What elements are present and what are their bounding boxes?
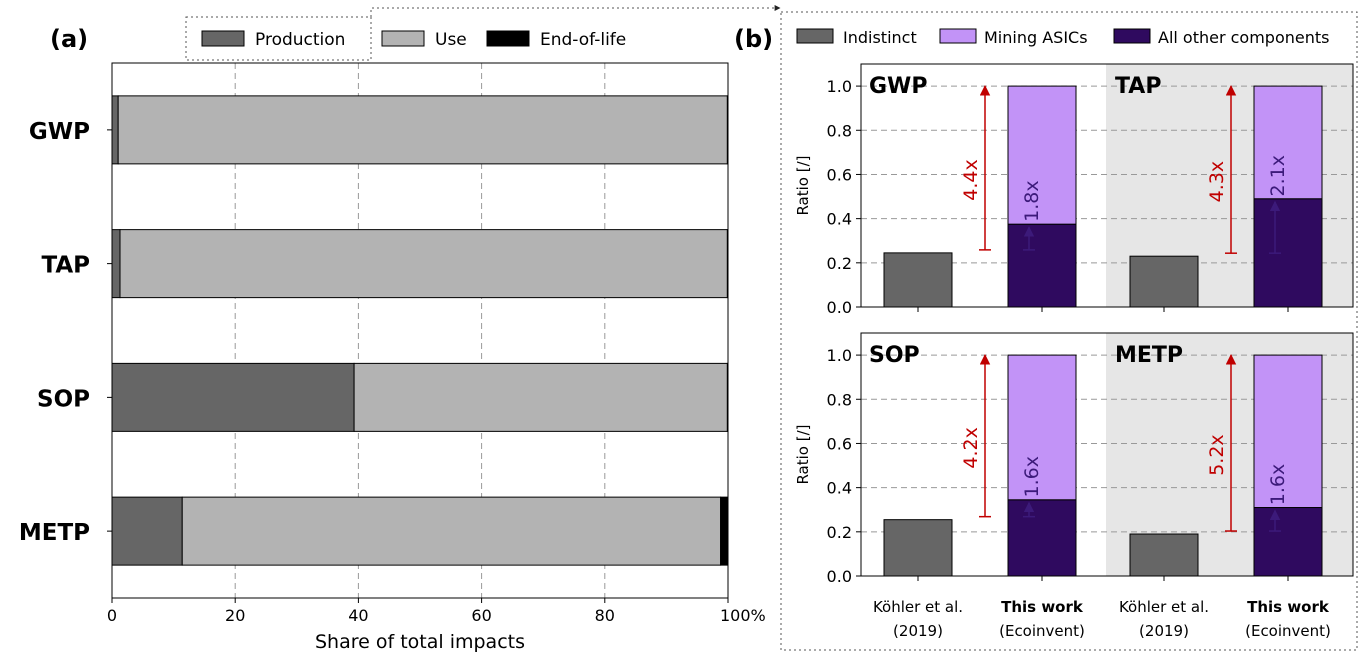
- panel-a-category-labels: GWP TAP SOP METP: [19, 119, 112, 546]
- legend-label-indistinct: Indistinct: [843, 28, 917, 47]
- category-label-gwp: GWP: [29, 119, 90, 145]
- panel-a-label: (a): [50, 25, 88, 53]
- y-tick-label: 0.2: [827, 523, 852, 542]
- bar-metp-this-work-asics: [1253, 354, 1323, 509]
- legend-label-use: Use: [435, 30, 467, 50]
- panel-b-dotted-frame: [780, 11, 1358, 651]
- legend-swatch-use: [381, 30, 425, 47]
- y-tick-label: 0.0: [827, 298, 852, 317]
- category-label-sop: SOP: [37, 386, 90, 412]
- subplot-frame: [860, 63, 1354, 308]
- category-label-tap: TAP: [41, 253, 90, 279]
- x-tick-label: 0: [107, 606, 117, 625]
- y-tick-label: 0.8: [827, 390, 852, 409]
- ratio-label-total-gwp: 4.4x: [960, 159, 982, 200]
- bar-tap-production: [111, 229, 121, 299]
- bar-tap-this-work-other: [1253, 198, 1323, 308]
- y-tick-label: 1.0: [827, 77, 852, 96]
- subplot-row-1: 0.0 0.2 0.4 0.6 0.8 1.0 Ratio [/] 4.2x 1.6x SOP 5.…: [794, 332, 1354, 586]
- bar-gwp-this-work-asics: [1007, 85, 1077, 225]
- panel-a-x-axis-label: Share of total impacts: [315, 631, 525, 653]
- legend-label-all-other-components: All other components: [1158, 28, 1329, 47]
- panel-b: (b) Indistinct Mining ASICs All other co…: [734, 25, 1354, 640]
- subplot-title-tap: TAP: [1115, 74, 1161, 99]
- connector-arrow: [370, 5, 781, 17]
- x-tick-label-line1: Köhler et al.: [873, 598, 963, 616]
- panel-b-subplots: 0.0 0.2 0.4 0.6 0.8 1.0 Ratio [/] 4.4x 1.8x GWP 4.…: [794, 63, 1354, 586]
- bar-sop-this-work-other: [1007, 499, 1077, 577]
- ratio-label-other-gwp: 1.8x: [1021, 180, 1043, 221]
- ratio-label-other-tap: 2.1x: [1267, 155, 1289, 196]
- x-tick-label: 40: [348, 606, 368, 625]
- bar-gwp-this-work-other: [1007, 223, 1077, 308]
- y-tick-label: 0.2: [827, 254, 852, 273]
- y-axis-label: Ratio [/]: [794, 155, 812, 215]
- legend-swatch-production: [201, 30, 245, 47]
- x-tick-label-line1: This work: [1247, 598, 1330, 616]
- panel-b-label: (b): [734, 25, 773, 53]
- subplot-title-sop: SOP: [869, 343, 920, 368]
- ratio-label-other-sop: 1.6x: [1021, 456, 1043, 497]
- x-tick-label-line2: (Ecoinvent): [999, 622, 1085, 640]
- ratio-label-other-metp: 1.6x: [1267, 464, 1289, 505]
- panel-b-x-ticks: Köhler et al. (2019) This work (Ecoinvent) K…: [873, 598, 1331, 640]
- subplot-frame: [860, 332, 1354, 577]
- bar-gwp-production: [111, 95, 119, 165]
- x-tick-label-line2: (2019): [1139, 622, 1189, 640]
- panel-a-bars: [111, 95, 729, 566]
- y-tick-label: 0.8: [827, 121, 852, 140]
- ratio-label-total-tap: 4.3x: [1206, 161, 1228, 202]
- legend-label-production: Production: [255, 30, 345, 50]
- panel-a-frame: [111, 62, 729, 599]
- y-tick-label: 1.0: [827, 346, 852, 365]
- x-tick-label-line2: (2019): [893, 622, 943, 640]
- y-tick-label: 0.6: [827, 165, 852, 184]
- bar-metp-use: [181, 496, 722, 566]
- legend-a: Production Use End-of-life: [185, 16, 626, 61]
- y-tick-label: 0.4: [827, 210, 852, 229]
- bar-metp-end-of-life: [720, 496, 729, 566]
- legend-label-mining-asics: Mining ASICs: [984, 28, 1088, 47]
- ratio-label-total-sop: 4.2x: [960, 427, 982, 468]
- ratio-label-total-metp: 5.2x: [1206, 434, 1228, 475]
- x-tick-label-line2: (Ecoinvent): [1245, 622, 1331, 640]
- y-tick-label: 0.4: [827, 479, 852, 498]
- bar-tap-this-work-asics: [1253, 85, 1323, 200]
- legend-swatch-indistinct: [796, 28, 834, 44]
- x-tick-label: 80: [595, 606, 615, 625]
- y-axis-label: Ratio [/]: [794, 424, 812, 484]
- y-tick-label: 0.6: [827, 434, 852, 453]
- bar-metp-production: [111, 496, 183, 566]
- bar-metp-kohler-indistinct: [1129, 533, 1199, 577]
- panel-a: (a) Production Use End-of-life GWP TAP SOP…: [19, 16, 766, 653]
- x-tick-label: 60: [471, 606, 491, 625]
- bar-sop-kohler-indistinct: [883, 519, 953, 577]
- x-tick-label-line1: This work: [1001, 598, 1084, 616]
- legend-swatch-end-of-life: [486, 30, 530, 47]
- bar-sop-production: [111, 362, 355, 432]
- legend-b: Indistinct Mining ASICs All other compon…: [796, 28, 1329, 47]
- bar-metp-this-work-other: [1253, 507, 1323, 577]
- bar-gwp-kohler-indistinct: [883, 252, 953, 308]
- legend-swatch-all-other-components: [1113, 28, 1151, 44]
- x-tick-label-line1: Köhler et al.: [1119, 598, 1209, 616]
- legend-a-highlight-box: [185, 16, 372, 61]
- x-tick-label: 100%: [720, 606, 766, 625]
- bar-gwp-use: [117, 95, 728, 165]
- bar-tap-kohler-indistinct: [1129, 255, 1199, 308]
- bar-sop-use: [353, 362, 728, 432]
- legend-label-end-of-life: End-of-life: [540, 30, 626, 50]
- legend-swatch-mining-asics: [939, 28, 977, 44]
- category-label-metp: METP: [19, 520, 90, 546]
- y-tick-label: 0.0: [827, 567, 852, 586]
- subplot-title-gwp: GWP: [869, 74, 927, 99]
- subplot-row-0: 0.0 0.2 0.4 0.6 0.8 1.0 Ratio [/] 4.4x 1.8x GWP 4.…: [794, 63, 1354, 317]
- bar-sop-this-work-asics: [1007, 354, 1077, 501]
- bar-tap-use: [119, 229, 728, 299]
- panel-a-x-ticks: 0 20 40 60 80 100%: [107, 598, 766, 625]
- x-tick-label: 20: [225, 606, 245, 625]
- subplot-title-metp: METP: [1115, 343, 1183, 368]
